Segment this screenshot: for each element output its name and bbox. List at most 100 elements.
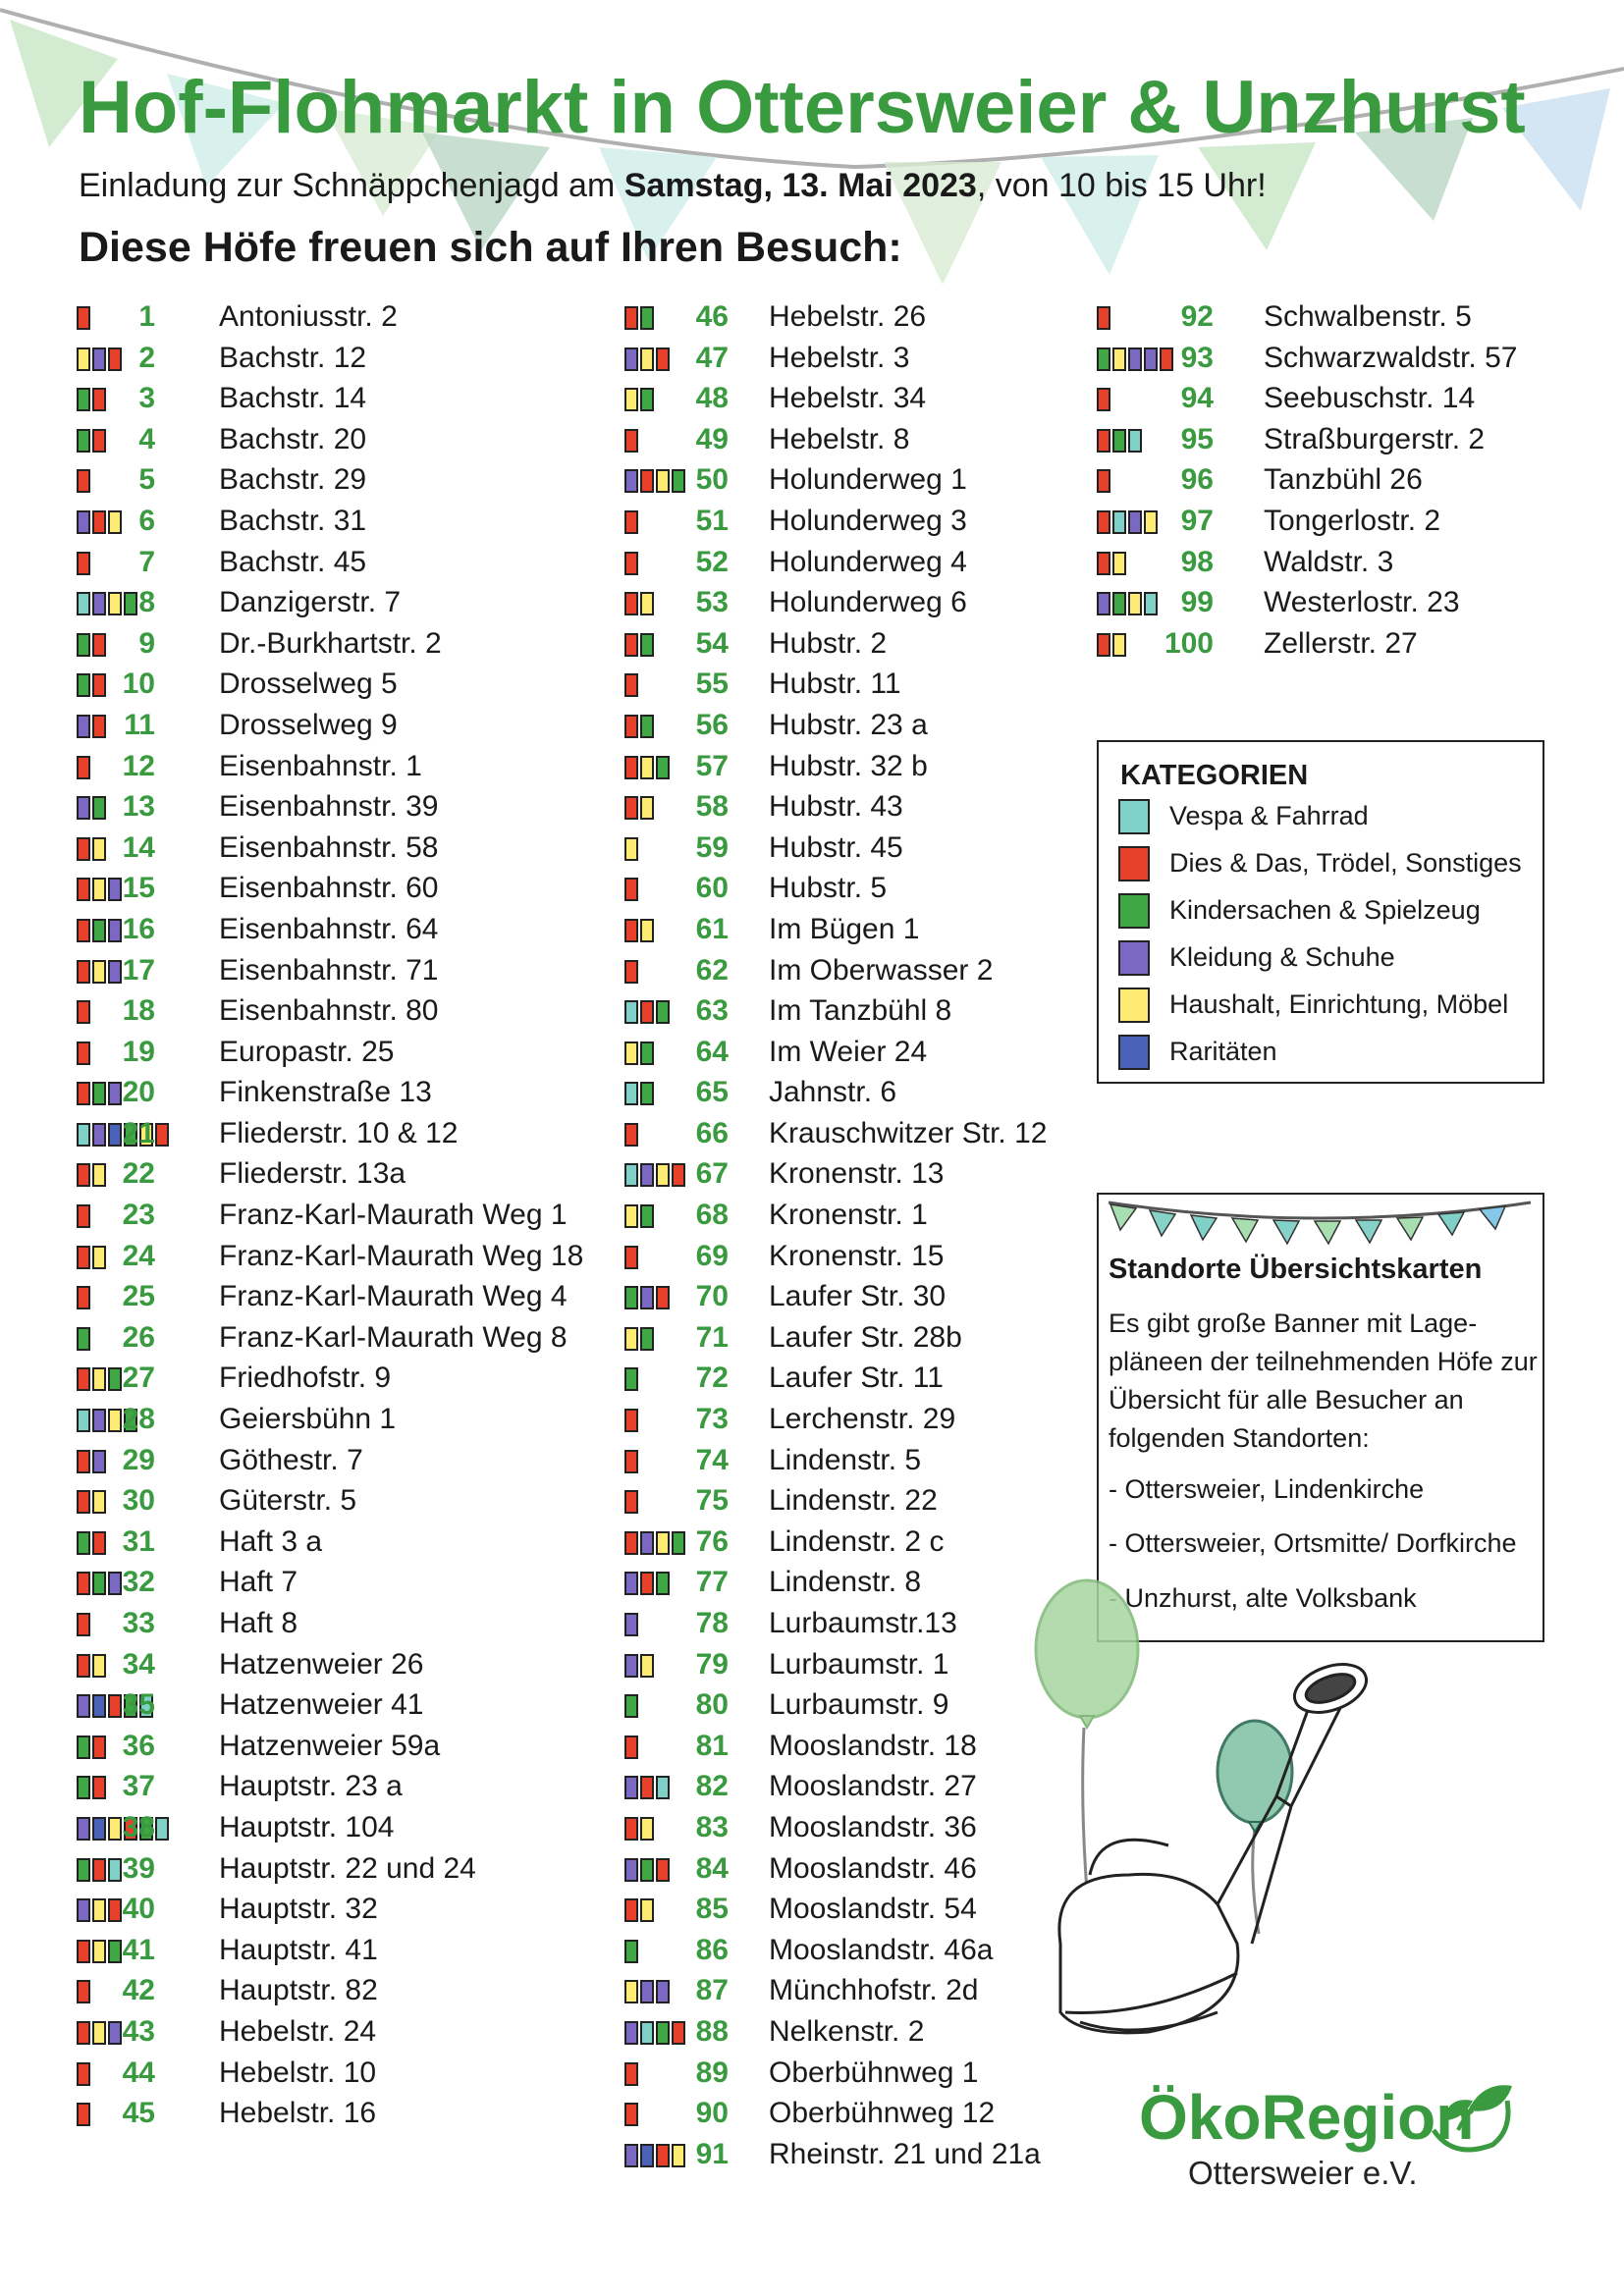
entry-address: Lurbaumstr.13 xyxy=(769,1607,957,1639)
category-square xyxy=(108,918,122,942)
category-swatches xyxy=(77,306,92,330)
category-square xyxy=(108,1572,122,1596)
entry-address: Holunderweg 6 xyxy=(769,586,967,619)
category-square xyxy=(92,1082,106,1106)
entry-number: 96 xyxy=(1180,463,1214,497)
category-square xyxy=(77,714,90,738)
category-swatches xyxy=(624,592,656,616)
entry-address: Geiersbühn 1 xyxy=(219,1403,397,1436)
category-square xyxy=(92,388,106,412)
category-square xyxy=(77,2103,90,2127)
oekoregion-logo: ÖkoRegion xyxy=(1139,2082,1475,2153)
entry-address: Tongerlostr. 2 xyxy=(1264,504,1441,537)
entry-number: 21 xyxy=(122,1116,155,1149)
entry-number: 39 xyxy=(122,1851,155,1885)
entry-address: Kronenstr. 13 xyxy=(769,1157,945,1191)
watering-can-icon xyxy=(1057,1663,1368,2035)
category-swatches xyxy=(77,836,108,861)
category-swatches xyxy=(624,1572,672,1596)
category-square xyxy=(1128,592,1142,616)
entry-number: 42 xyxy=(122,1974,155,2007)
category-swatches xyxy=(77,469,92,494)
category-square xyxy=(1144,347,1158,371)
entry-address: Hauptstr. 41 xyxy=(219,1933,378,1966)
entry-number: 63 xyxy=(695,994,729,1028)
category-swatches xyxy=(624,1204,656,1229)
entry-address: Franz-Karl-Maurath Weg 8 xyxy=(219,1320,568,1354)
category-square xyxy=(624,1409,638,1433)
category-square xyxy=(640,1898,654,1923)
category-square xyxy=(108,878,122,902)
category-square xyxy=(1097,306,1110,330)
entry-number: 64 xyxy=(695,1035,729,1068)
category-square xyxy=(656,2020,670,2045)
entry-address: Holunderweg 1 xyxy=(769,463,967,497)
category-swatches xyxy=(77,1122,171,1147)
category-swatches xyxy=(77,959,124,984)
subtitle-date: Samstag, 13. Mai 2023 xyxy=(623,167,977,204)
category-swatches xyxy=(624,1980,672,2004)
entry-address: Holunderweg 4 xyxy=(769,545,967,578)
entry-address: Hauptstr. 22 und 24 xyxy=(219,1851,476,1885)
category-swatches xyxy=(77,1653,108,1678)
category-swatches xyxy=(77,878,124,902)
category-swatches xyxy=(624,388,656,412)
category-square xyxy=(640,1204,654,1229)
entry-address: Hubstr. 45 xyxy=(769,830,903,864)
category-swatches xyxy=(624,1122,640,1147)
category-swatches xyxy=(624,673,640,698)
entry-address: Göthestr. 7 xyxy=(219,1443,363,1476)
entry-address: Im Tanzbühl 8 xyxy=(769,994,952,1028)
category-swatches xyxy=(1097,509,1160,534)
category-square xyxy=(624,2143,638,2167)
category-square xyxy=(92,918,106,942)
category-square xyxy=(1112,551,1126,575)
category-square xyxy=(640,1286,654,1310)
category-swatches xyxy=(77,1490,108,1515)
category-square xyxy=(77,1204,90,1229)
entry-number: 68 xyxy=(695,1199,729,1232)
category-square xyxy=(77,1367,90,1392)
entry-number: 12 xyxy=(122,749,155,782)
category-square xyxy=(139,1694,153,1719)
category-square xyxy=(640,1980,654,2004)
legend-swatch xyxy=(1118,846,1150,881)
category-square xyxy=(77,1326,90,1351)
category-swatches xyxy=(77,1204,92,1229)
category-square xyxy=(656,755,670,779)
entry-address: Waldstr. 3 xyxy=(1264,545,1394,578)
category-square xyxy=(77,1613,90,1636)
balloon-icon xyxy=(1034,1578,1140,1720)
category-swatches xyxy=(624,1326,656,1351)
entry-address: Schwalbenstr. 5 xyxy=(1264,300,1472,333)
category-square xyxy=(1112,509,1126,534)
category-swatches xyxy=(77,1898,124,1923)
category-square xyxy=(640,1776,654,1800)
category-swatches xyxy=(77,1776,108,1800)
entry-number: 49 xyxy=(695,422,729,455)
category-square xyxy=(624,796,638,821)
category-square xyxy=(139,1816,153,1841)
entry-number: 40 xyxy=(122,1893,155,1926)
legend-label: Haushalt, Einrichtung, Möbel xyxy=(1169,989,1509,1019)
category-swatches xyxy=(1097,551,1128,575)
entry-address: Mooslandstr. 18 xyxy=(769,1729,977,1762)
category-swatches xyxy=(77,1857,124,1882)
category-square xyxy=(1128,347,1142,371)
category-swatches xyxy=(77,755,92,779)
entry-address: Lindenstr. 2 c xyxy=(769,1524,945,1558)
entry-number: 72 xyxy=(695,1362,729,1395)
category-swatches xyxy=(624,796,656,821)
category-square xyxy=(77,959,90,984)
category-square xyxy=(656,1530,670,1555)
category-square xyxy=(624,878,638,902)
entry-number: 94 xyxy=(1180,382,1214,415)
category-square xyxy=(108,1694,122,1719)
category-square xyxy=(124,1122,137,1147)
category-square xyxy=(77,1653,90,1678)
category-swatches xyxy=(77,509,124,534)
category-swatches xyxy=(624,1082,656,1106)
entry-number: 13 xyxy=(122,790,155,824)
category-square xyxy=(77,1286,90,1310)
category-square xyxy=(640,306,654,330)
